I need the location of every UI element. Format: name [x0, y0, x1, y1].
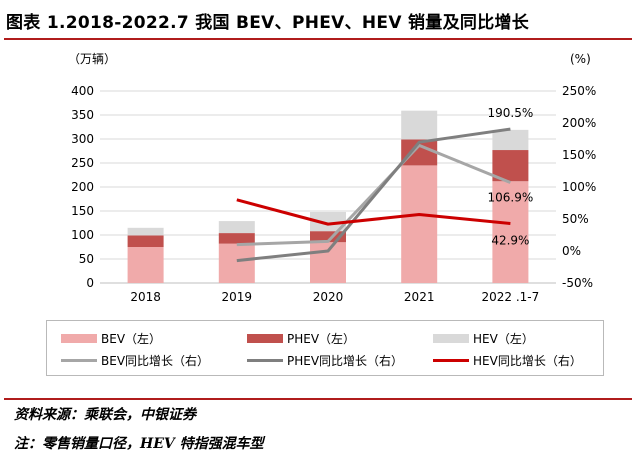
legend-swatch-phev-growth — [247, 358, 283, 362]
legend-item-hev: HEV（左） — [433, 329, 534, 347]
bar-bev — [492, 181, 529, 283]
legend-item-phev: PHEV（左） — [247, 329, 355, 347]
right-axis-unit: (%) — [570, 52, 591, 66]
x-tick-label: 2021 — [404, 290, 435, 304]
x-tick-label: 2022 .1-7 — [482, 290, 540, 304]
bar-hev — [310, 211, 346, 232]
left-tick-label: 50 — [79, 252, 94, 266]
left-tick-label: 150 — [71, 204, 94, 218]
legend-swatch-hev-growth — [433, 358, 469, 362]
legend-swatch-bev-growth — [61, 358, 97, 362]
chart: 0 50 100 150 200 250 300 350 400 -50% 0% 50% 100% 150… — [68, 52, 596, 304]
bar-bev — [310, 242, 346, 283]
right-tick-label: 200% — [562, 116, 596, 130]
figure-title: 图表 1.2018-2022.7 我国 BEV、PHEV、HEV 销量及同比增长 — [6, 13, 530, 33]
left-tick-label: 300 — [71, 132, 94, 146]
line-bev-growth — [236, 143, 511, 247]
bar-bev — [218, 243, 255, 283]
left-tick-label: 0 — [86, 276, 94, 290]
left-tick-label: 250 — [71, 156, 94, 170]
footer-rule — [4, 398, 632, 400]
legend-label-phev-growth: PHEV同比增长（右） — [287, 353, 404, 368]
bar-hev — [492, 129, 529, 151]
bar-hev — [218, 221, 255, 234]
bar-bev — [127, 247, 164, 283]
bar-phev — [310, 231, 346, 243]
left-axis-unit: （万辆） — [68, 52, 116, 66]
bar-phev — [218, 233, 255, 244]
source-note: 资料来源：乘联会，中银证券 — [14, 407, 196, 423]
left-tick-label: 100 — [71, 228, 94, 242]
x-tick-label: 2020 — [313, 290, 344, 304]
legend-swatch-phev — [247, 333, 283, 343]
right-tick-label: -50% — [562, 276, 593, 290]
legend-item-bev-growth: BEV同比增长（右） — [61, 351, 209, 369]
right-tick-label: 150% — [562, 148, 596, 162]
title-rule — [4, 38, 632, 40]
legend-swatch-bev — [61, 333, 97, 343]
legend-item-phev-growth: PHEV同比增长（右） — [247, 351, 403, 369]
right-tick-label: 250% — [562, 84, 596, 98]
left-tick-label: 350 — [71, 108, 94, 122]
right-tick-label: 0% — [562, 244, 581, 258]
left-tick-label: 200 — [71, 180, 94, 194]
legend-label-bev-growth: BEV同比增长（右） — [101, 353, 210, 368]
footnote: 注：零售销量口径，HEV 特指强混车型 — [14, 436, 264, 452]
data-label: 106.9% — [488, 191, 534, 205]
bar-hev — [127, 227, 164, 236]
data-label: 190.5% — [488, 106, 534, 120]
legend-swatch-hev — [433, 333, 469, 343]
legend-label-hev-growth: HEV同比增长（右） — [473, 353, 582, 368]
legend-label-phev: PHEV（左） — [287, 331, 356, 346]
legend-item-bev: BEV（左） — [61, 329, 161, 347]
left-tick-label: 400 — [71, 84, 94, 98]
line-hev-growth — [236, 198, 511, 226]
x-tick-label: 2018 — [130, 290, 161, 304]
bar-phev — [127, 235, 164, 247]
data-label: 42.9% — [491, 234, 529, 248]
legend-label-bev: BEV（左） — [101, 331, 162, 346]
bar-hev — [401, 110, 438, 140]
bar-bev — [401, 165, 438, 283]
legend-item-hev-growth: HEV同比增长（右） — [433, 351, 582, 369]
x-tick-label: 2019 — [222, 290, 253, 304]
legend: BEV（左） PHEV（左） HEV（左） BEV同比增长（右） PHEV同比增… — [46, 320, 604, 376]
right-tick-label: 100% — [562, 180, 596, 194]
legend-label-hev: HEV（左） — [473, 331, 534, 346]
line-phev-growth — [236, 127, 511, 263]
right-tick-label: 50% — [562, 212, 589, 226]
